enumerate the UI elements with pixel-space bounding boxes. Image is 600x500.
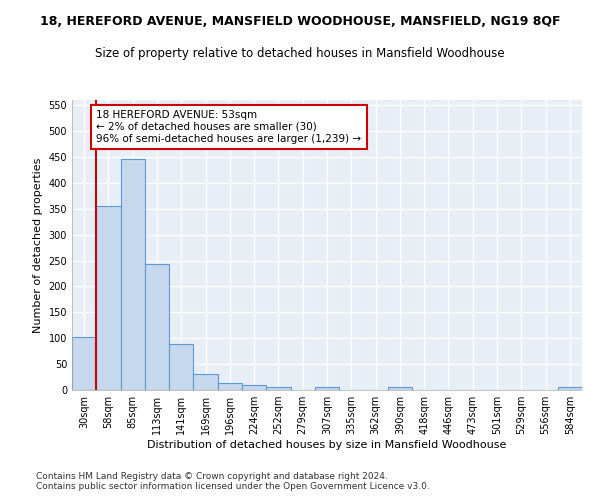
Bar: [388, 387, 412, 390]
Bar: [169, 344, 193, 390]
Bar: [558, 387, 582, 390]
Bar: [315, 387, 339, 390]
Bar: [121, 158, 145, 390]
Bar: [266, 387, 290, 390]
Bar: [242, 386, 266, 390]
Text: 18 HEREFORD AVENUE: 53sqm
← 2% of detached houses are smaller (30)
96% of semi-d: 18 HEREFORD AVENUE: 53sqm ← 2% of detach…: [96, 110, 361, 144]
X-axis label: Distribution of detached houses by size in Mansfield Woodhouse: Distribution of detached houses by size …: [148, 440, 506, 450]
Y-axis label: Number of detached properties: Number of detached properties: [33, 158, 43, 332]
Bar: [96, 206, 121, 390]
Text: Contains public sector information licensed under the Open Government Licence v3: Contains public sector information licen…: [36, 482, 430, 491]
Bar: [193, 374, 218, 390]
Bar: [72, 337, 96, 390]
Text: Size of property relative to detached houses in Mansfield Woodhouse: Size of property relative to detached ho…: [95, 48, 505, 60]
Text: Contains HM Land Registry data © Crown copyright and database right 2024.: Contains HM Land Registry data © Crown c…: [36, 472, 388, 481]
Text: 18, HEREFORD AVENUE, MANSFIELD WOODHOUSE, MANSFIELD, NG19 8QF: 18, HEREFORD AVENUE, MANSFIELD WOODHOUSE…: [40, 15, 560, 28]
Bar: [218, 383, 242, 390]
Bar: [145, 264, 169, 390]
